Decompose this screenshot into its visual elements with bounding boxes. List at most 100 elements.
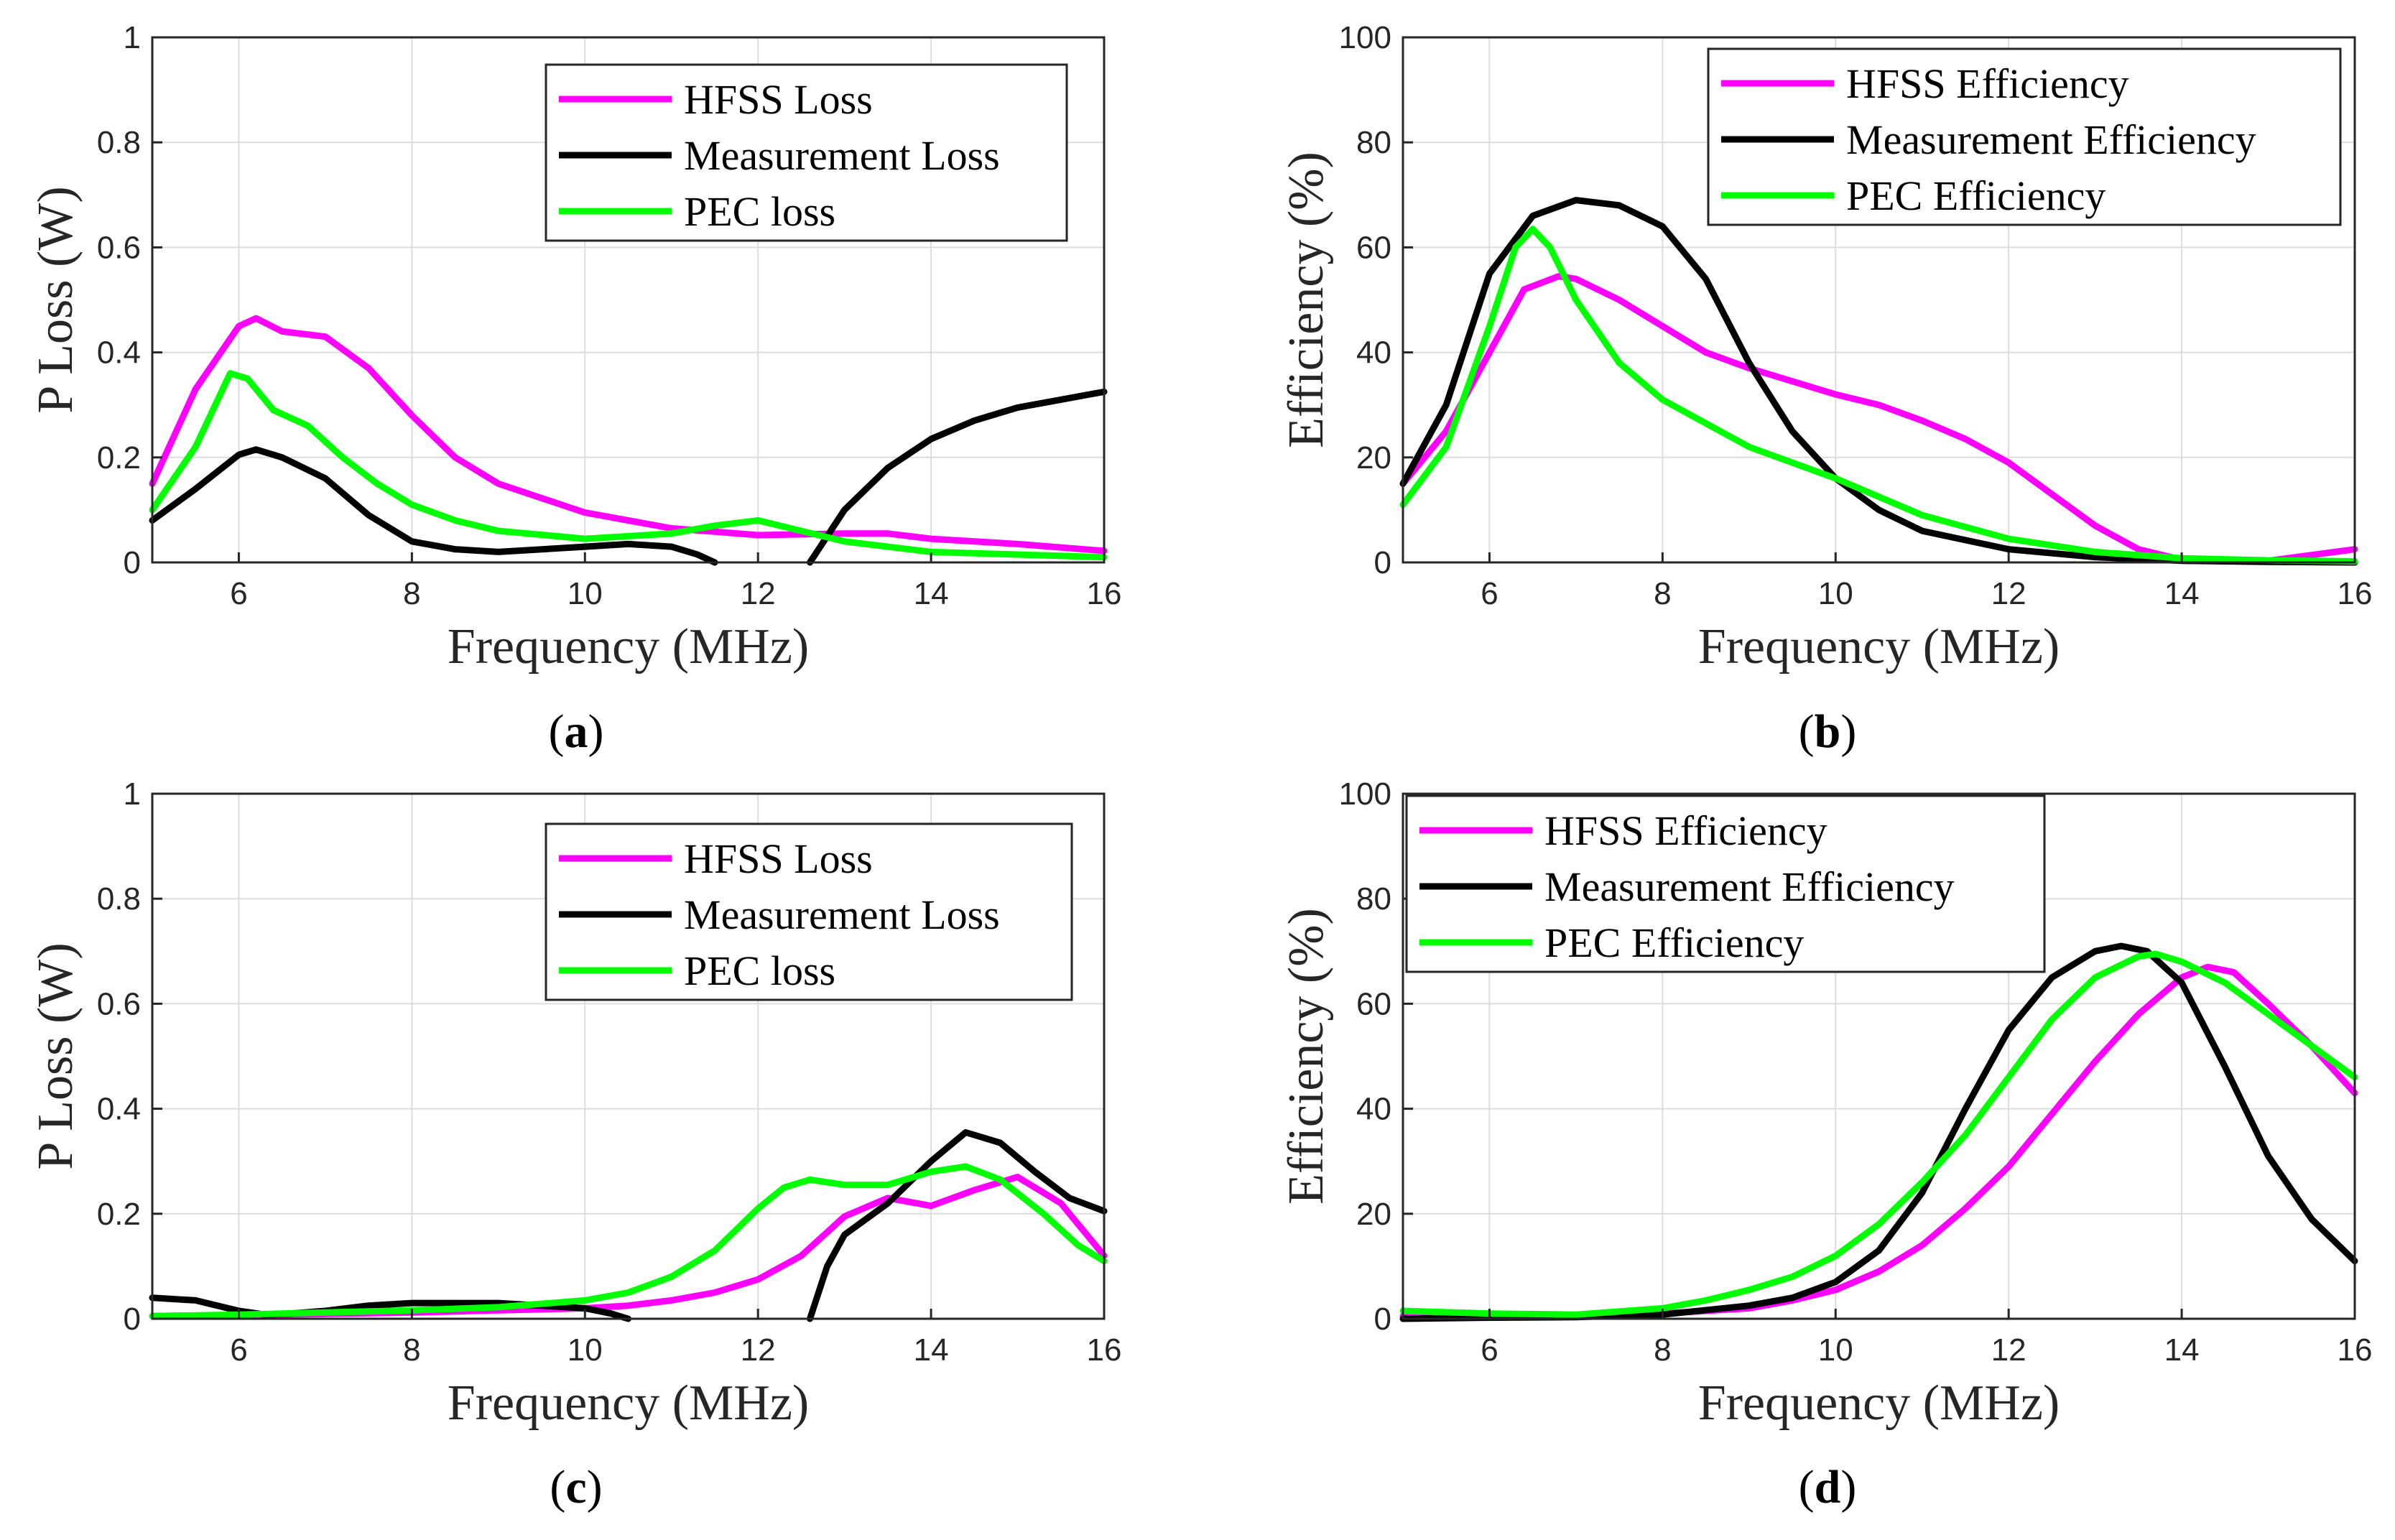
x-tick-label: 12 bbox=[741, 1332, 776, 1368]
chart-panel-b: 6 8 10 12 14 16 0 20 40 60 80 100 Frequency (MHz) Eff… bbox=[1279, 20, 2372, 758]
x-tick-label: 12 bbox=[1991, 1332, 2026, 1368]
series-line-measurement-loss bbox=[149, 446, 718, 566]
y-tick-label: 40 bbox=[1356, 1092, 1391, 1127]
caption-close-paren: ) bbox=[587, 1461, 603, 1513]
y-tick-label: 0.8 bbox=[97, 881, 141, 917]
x-tick-label: 10 bbox=[568, 576, 603, 611]
x-tick-label: 6 bbox=[230, 1332, 247, 1368]
x-tick-label: 14 bbox=[914, 1332, 949, 1368]
series-line-measurement-efficiency bbox=[1399, 197, 2358, 566]
series-line-pec-loss bbox=[149, 370, 1108, 561]
y-tick-label: 20 bbox=[1356, 440, 1391, 476]
y-tick-label: 0.4 bbox=[97, 335, 141, 371]
y-tick-label: 80 bbox=[1356, 881, 1391, 917]
caption-letter: d bbox=[1815, 1461, 1841, 1513]
legend-label-measurement-loss: Measurement Loss bbox=[684, 891, 1000, 938]
plot-frame bbox=[1402, 792, 2356, 1320]
x-tick-label: 10 bbox=[1818, 1332, 1853, 1368]
y-tick-label: 100 bbox=[1339, 776, 1391, 812]
caption-letter: a bbox=[565, 705, 588, 758]
legend-label-pec-loss: PEC loss bbox=[684, 188, 835, 235]
y-tick-label: 1 bbox=[124, 776, 141, 812]
chart-panel-a: 6 8 10 12 14 16 0 0.2 0.4 0.6 0.8 1 Frequency (MHz) P… bbox=[28, 20, 1121, 758]
legend: HFSS Loss Measurement Loss PEC loss bbox=[545, 63, 1068, 242]
x-tick-label: 8 bbox=[403, 576, 420, 611]
x-tick-label: 8 bbox=[1654, 1332, 1671, 1368]
x-tick-label: 6 bbox=[1481, 576, 1498, 611]
x-tick-label: 14 bbox=[914, 576, 949, 611]
caption-open-paren: ( bbox=[549, 705, 565, 758]
plot-frame bbox=[151, 36, 1106, 564]
y-tick-label: 0 bbox=[1374, 545, 1391, 580]
y-tick-label: 0 bbox=[124, 1302, 141, 1337]
series-line-pec-efficiency bbox=[1399, 950, 2358, 1318]
chart-panel-d: 6 8 10 12 14 16 0 20 40 60 80 100 Frequency (MHz) Eff… bbox=[1279, 776, 2372, 1513]
plot-frame bbox=[151, 792, 1106, 1320]
chart-panel-c: 6 8 10 12 14 16 0 0.2 0.4 0.6 0.8 1 Frequency (MHz) P… bbox=[28, 776, 1121, 1513]
panel-caption: (a) bbox=[549, 705, 604, 758]
legend-label-measurement-efficiency: Measurement Efficiency bbox=[1544, 863, 1955, 910]
x-tick-label: 14 bbox=[2164, 1332, 2200, 1368]
legend: HFSS Loss Measurement Loss PEC loss bbox=[545, 822, 1073, 1001]
caption-close-paren: ) bbox=[1840, 705, 1856, 758]
x-tick-label: 8 bbox=[403, 1332, 420, 1368]
legend-label-pec-loss: PEC loss bbox=[684, 947, 835, 994]
x-axis-label: Frequency (MHz) bbox=[448, 619, 809, 674]
y-tick-label: 0.6 bbox=[97, 986, 141, 1021]
y-axis-label: Efficiency (%) bbox=[1279, 908, 1334, 1205]
caption-letter: b bbox=[1815, 705, 1841, 758]
legend: HFSS Efficiency Measurement Efficiency PEC… bbox=[1405, 794, 2046, 973]
plot-frame bbox=[1402, 36, 2356, 564]
y-tick-label: 0.2 bbox=[97, 1197, 141, 1232]
caption-close-paren: ) bbox=[1840, 1461, 1856, 1513]
y-tick-label: 0.2 bbox=[97, 440, 141, 476]
legend-label-hfss-loss: HFSS Loss bbox=[684, 76, 873, 123]
legend-label-pec-efficiency: PEC Efficiency bbox=[1544, 919, 1804, 966]
caption-close-paren: ) bbox=[588, 705, 604, 758]
x-tick-label: 14 bbox=[2164, 576, 2200, 611]
y-tick-label: 60 bbox=[1356, 230, 1391, 265]
y-tick-label: 0 bbox=[124, 545, 141, 580]
x-tick-label: 12 bbox=[1991, 576, 2026, 611]
x-tick-label: 12 bbox=[741, 576, 776, 611]
x-tick-label: 16 bbox=[1087, 1332, 1122, 1368]
legend-label-hfss-efficiency: HFSS Efficiency bbox=[1846, 60, 2129, 107]
y-tick-label: 100 bbox=[1339, 20, 1391, 55]
x-axis-label: Frequency (MHz) bbox=[448, 1376, 809, 1431]
y-tick-label: 1 bbox=[124, 20, 141, 55]
y-axis-label: P Loss (W) bbox=[28, 942, 83, 1169]
y-tick-label: 0.6 bbox=[97, 230, 141, 265]
legend: HFSS Efficiency Measurement Efficiency PEC… bbox=[1707, 47, 2342, 226]
y-tick-label: 80 bbox=[1356, 125, 1391, 160]
caption-letter: c bbox=[565, 1461, 586, 1513]
panel-caption: (c) bbox=[550, 1461, 602, 1513]
series-line-pec-efficiency bbox=[1399, 226, 2358, 565]
series-line-measurement-loss bbox=[807, 388, 1108, 566]
y-tick-label: 0.8 bbox=[97, 125, 141, 160]
x-tick-label: 16 bbox=[2338, 1332, 2373, 1368]
x-axis-label: Frequency (MHz) bbox=[1698, 1376, 2060, 1431]
x-tick-label: 8 bbox=[1654, 576, 1671, 611]
y-axis-label: P Loss (W) bbox=[28, 186, 83, 413]
legend-label-hfss-loss: HFSS Loss bbox=[684, 835, 873, 882]
panel-caption: (d) bbox=[1799, 1461, 1857, 1513]
y-tick-label: 20 bbox=[1356, 1197, 1391, 1232]
caption-open-paren: ( bbox=[550, 1461, 565, 1513]
x-tick-label: 10 bbox=[1818, 576, 1853, 611]
y-tick-label: 60 bbox=[1356, 986, 1391, 1021]
series-line-hfss-loss bbox=[149, 315, 1108, 555]
x-tick-label: 16 bbox=[1087, 576, 1122, 611]
caption-open-paren: ( bbox=[1799, 705, 1815, 758]
y-tick-label: 0.4 bbox=[97, 1092, 141, 1127]
series-line-measurement-efficiency bbox=[1399, 942, 2358, 1322]
y-tick-label: 0 bbox=[1374, 1302, 1391, 1337]
series-line-hfss-efficiency bbox=[1399, 963, 2358, 1319]
x-axis-label: Frequency (MHz) bbox=[1698, 619, 2060, 674]
legend-label-measurement-efficiency: Measurement Efficiency bbox=[1846, 116, 2256, 163]
panel-caption: (b) bbox=[1799, 705, 1857, 758]
caption-open-paren: ( bbox=[1799, 1461, 1815, 1513]
series-line-pec-loss bbox=[149, 1163, 1108, 1319]
x-tick-label: 16 bbox=[2338, 576, 2373, 611]
legend-label-pec-efficiency: PEC Efficiency bbox=[1846, 172, 2106, 219]
